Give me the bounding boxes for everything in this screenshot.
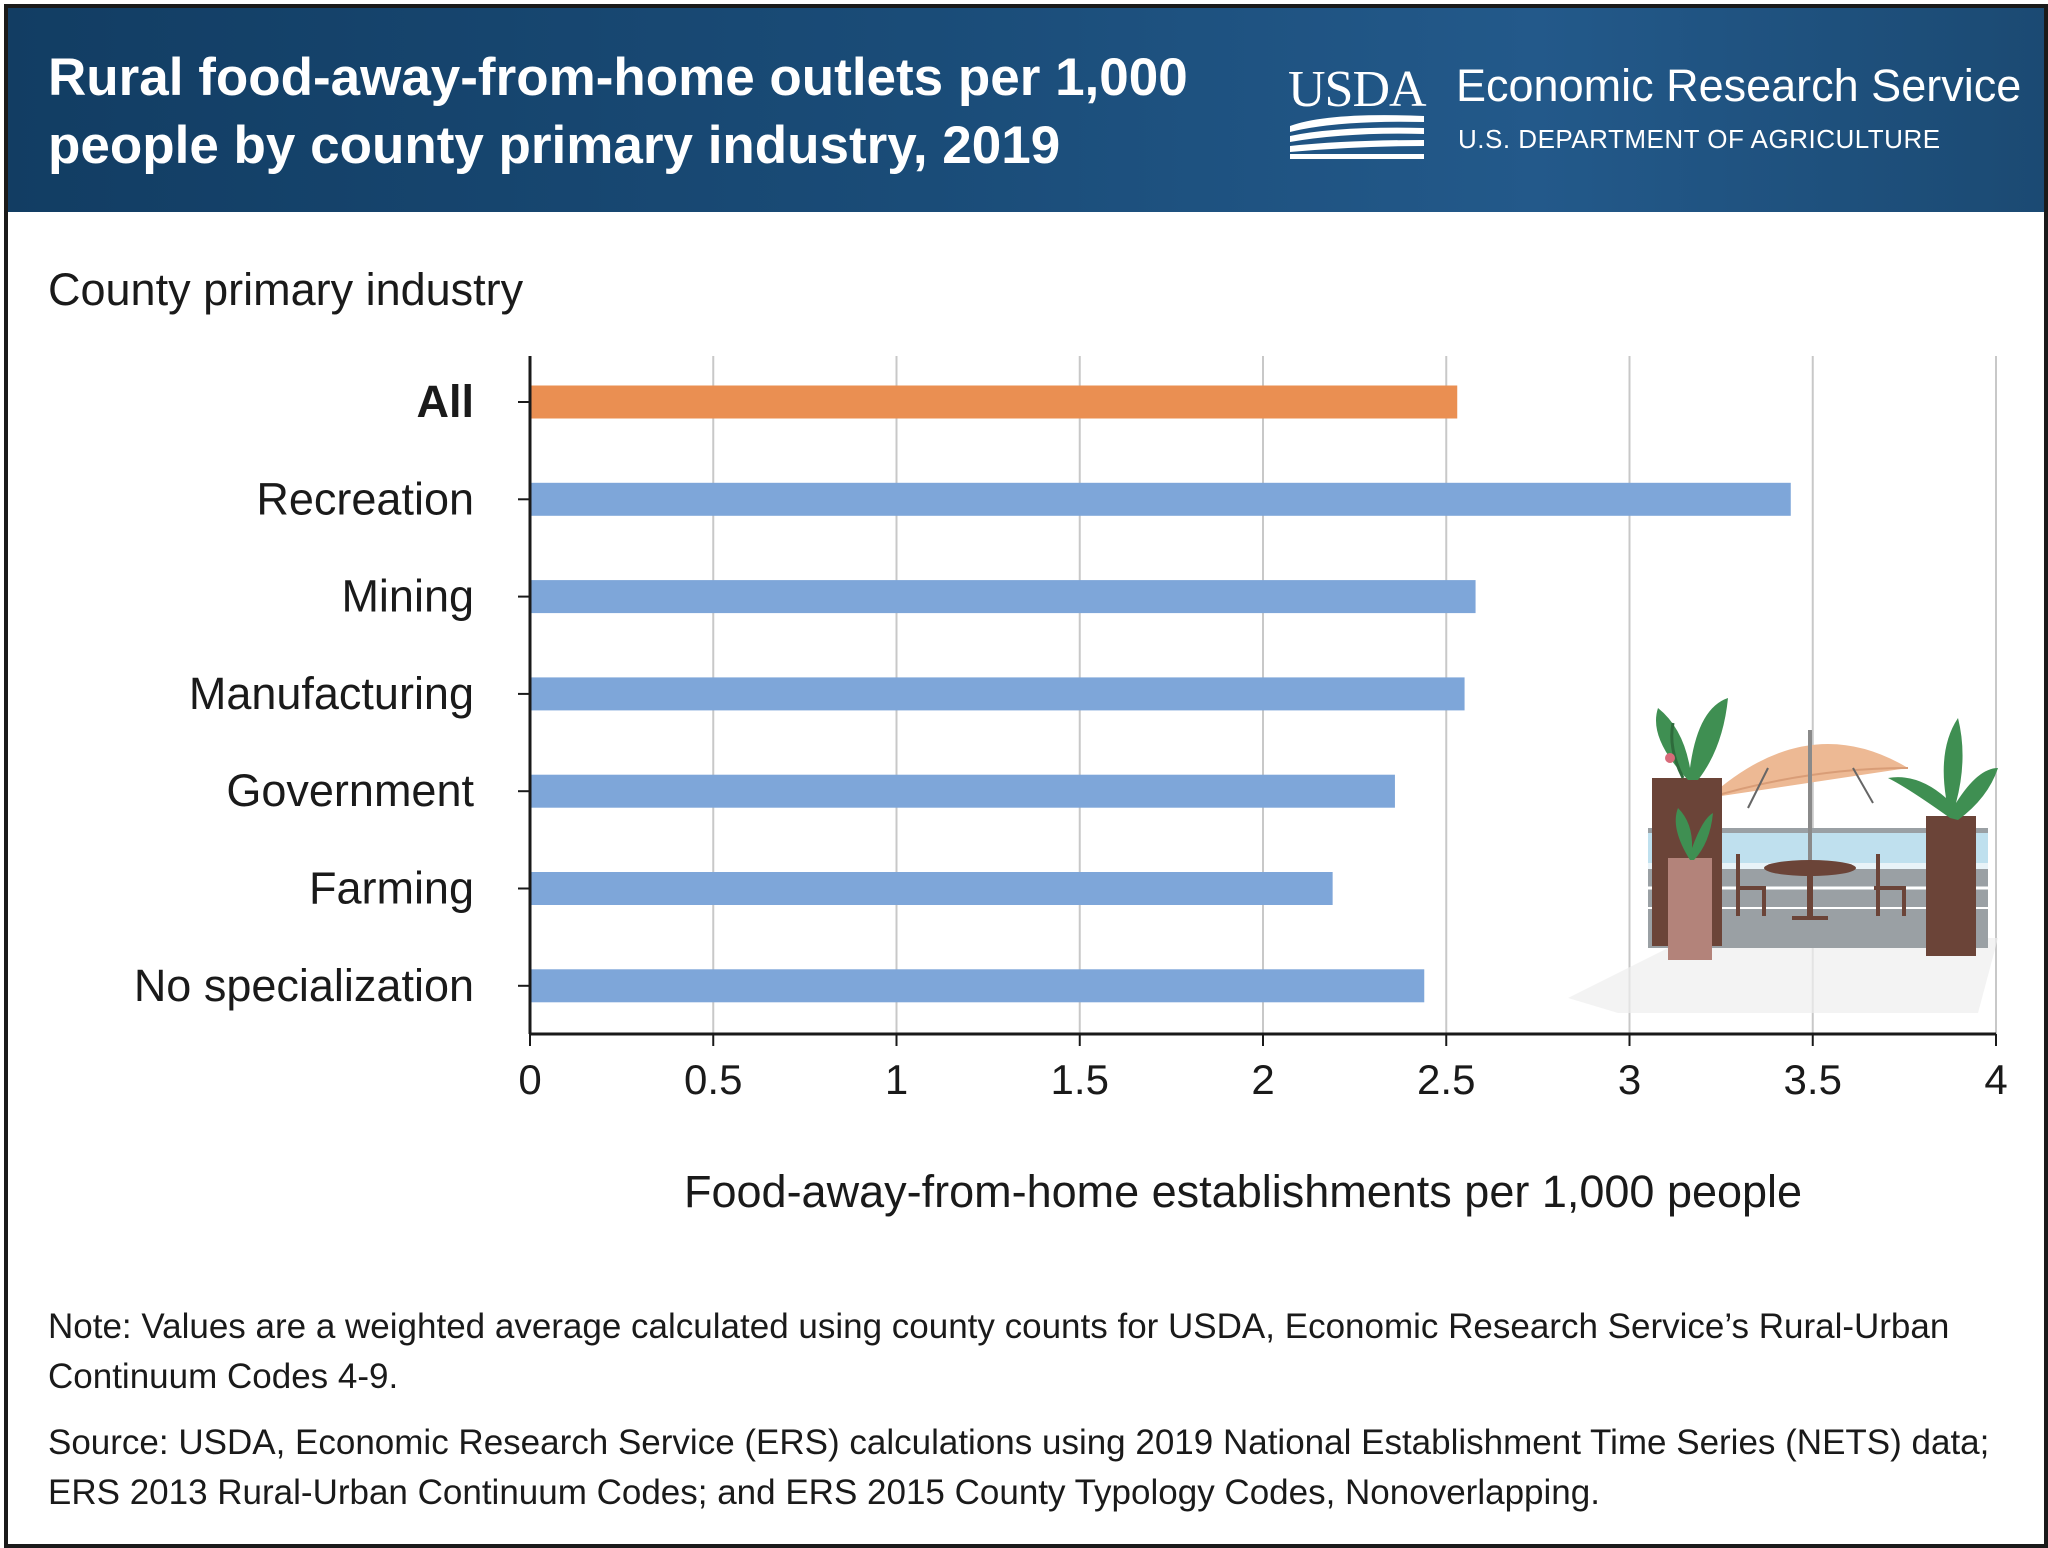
chart-source: Source: USDA, Economic Research Service … <box>48 1423 1990 1512</box>
usda-logo: USDA <box>1288 60 1428 160</box>
x-tick-labels: 0 0.5 1 1.5 2 2.5 3 3.5 4 <box>518 1056 2007 1103</box>
x-tick-label: 3 <box>1618 1056 1641 1103</box>
y-axis-title: County primary industry <box>48 264 524 315</box>
outdoor-cafe-illustration <box>1568 698 1998 1013</box>
bar <box>530 872 1333 905</box>
x-tick-label: 3.5 <box>1784 1056 1842 1103</box>
department-name: U.S. DEPARTMENT OF AGRICULTURE <box>1458 124 1941 154</box>
category-label: Government <box>226 765 474 816</box>
x-tick-label: 2 <box>1251 1056 1274 1103</box>
x-tick-label: 1.5 <box>1051 1056 1109 1103</box>
x-tick-label: 2.5 <box>1417 1056 1475 1103</box>
x-tick-label: 0 <box>518 1056 541 1103</box>
category-label: Farming <box>309 863 474 914</box>
x-tick-label: 0.5 <box>684 1056 742 1103</box>
bar <box>530 774 1395 808</box>
category-label: Mining <box>341 571 474 622</box>
usda-logo-waves <box>1290 115 1424 159</box>
category-label: All <box>416 376 474 427</box>
bar <box>530 580 1476 614</box>
bar <box>530 677 1465 711</box>
usda-logo-text: USDA <box>1288 61 1427 118</box>
infographic-frame: Rural food-away-from-home outlets per 1,… <box>4 4 2048 1548</box>
chart-note: Note: Values are a weighted average calc… <box>48 1307 1950 1396</box>
category-label: Recreation <box>256 473 474 524</box>
bar <box>530 482 1791 516</box>
category-label: No specialization <box>134 960 474 1011</box>
agency-name: Economic Research Service <box>1456 60 2022 111</box>
x-axis-title: Food-away-from-home establishments per 1… <box>684 1166 1803 1217</box>
bar <box>530 385 1458 419</box>
bars <box>530 385 1791 1003</box>
axes <box>518 356 1997 1046</box>
x-tick-label: 4 <box>1984 1056 2007 1103</box>
category-label: Manufacturing <box>189 668 474 719</box>
bar <box>530 969 1425 1003</box>
chart-title: Rural food-away-from-home outlets per 1,… <box>48 48 1188 175</box>
x-tick-label: 1 <box>885 1056 908 1103</box>
category-labels: All Recreation Mining Manufacturing Governme… <box>134 376 475 1011</box>
bar-chart: All Recreation Mining Manufacturing Governme… <box>134 356 2008 1103</box>
header-banner: Rural food-away-from-home outlets per 1,… <box>8 8 2044 212</box>
